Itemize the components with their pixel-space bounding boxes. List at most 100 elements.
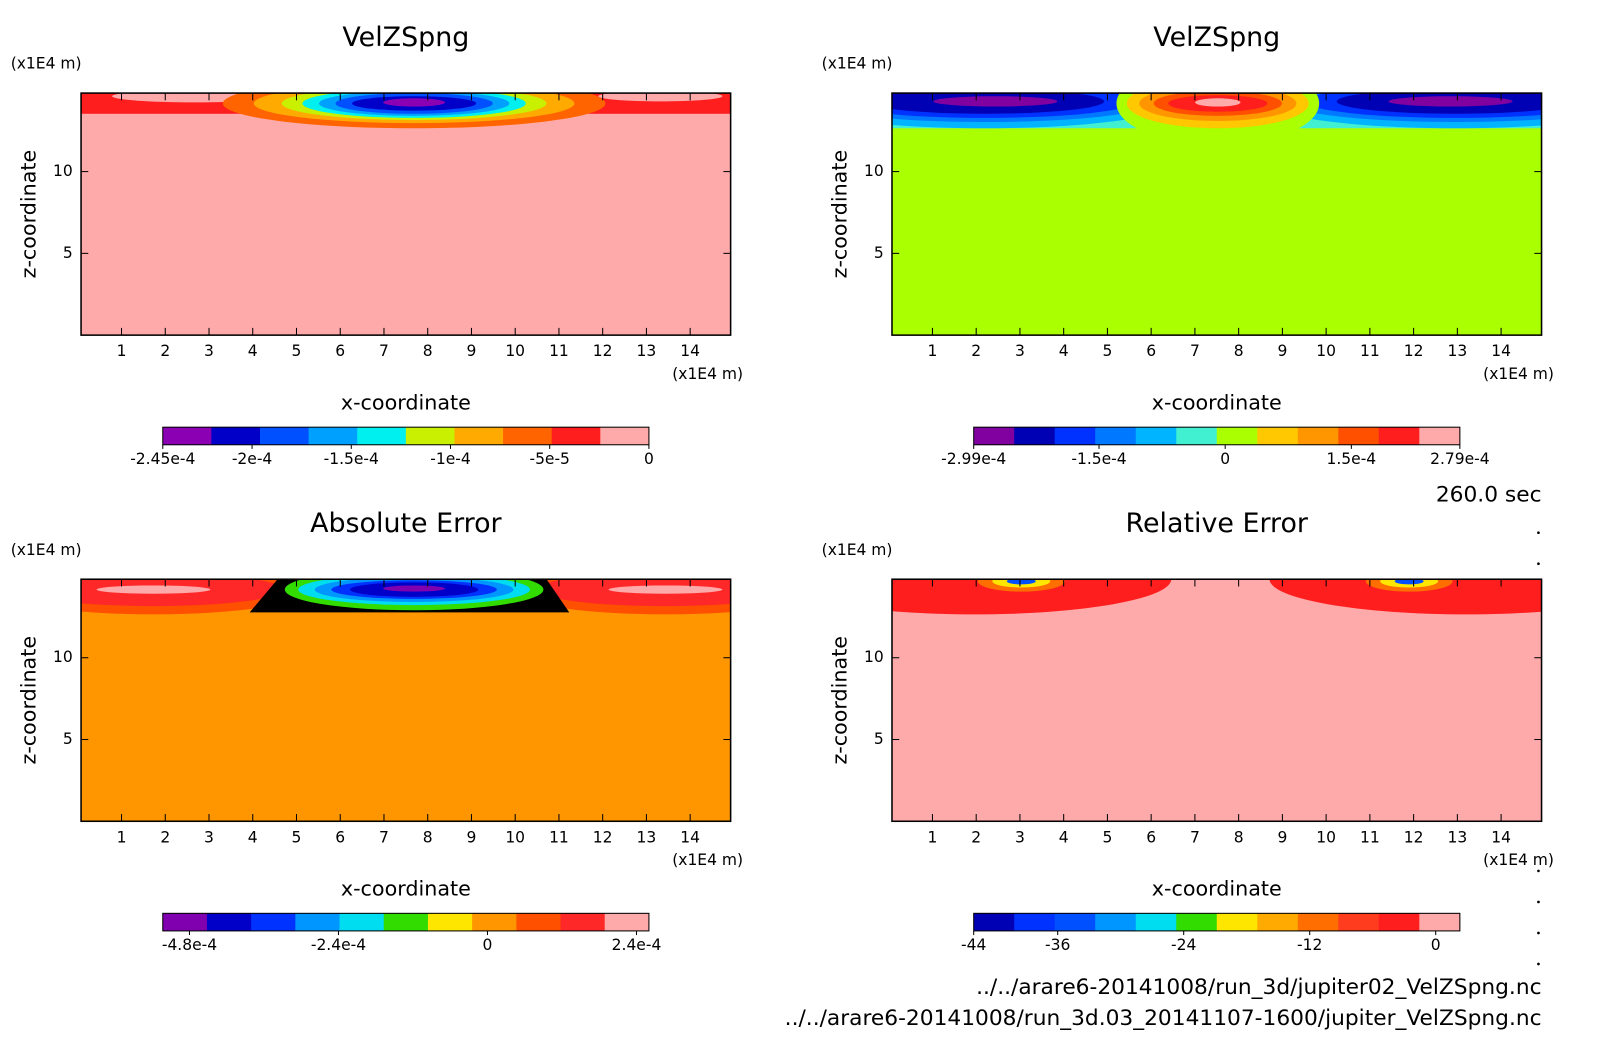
field-background bbox=[81, 579, 731, 822]
colorbar-frame bbox=[162, 912, 650, 932]
colorbar-swatch bbox=[1419, 427, 1461, 445]
colorbar-swatch bbox=[1014, 427, 1056, 445]
x-tick-label: 11 bbox=[1360, 828, 1380, 846]
y-tick-label: 5 bbox=[874, 730, 884, 748]
colorbar-swatch bbox=[1014, 913, 1056, 931]
x-tick-label: 10 bbox=[1316, 828, 1336, 846]
panel: VelZSpng (x1E4 m) z-coordinate (x1E4 m) x-co… bbox=[822, 22, 1554, 468]
x-tick-label: 8 bbox=[423, 342, 433, 360]
colorbar-swatch bbox=[1216, 913, 1258, 931]
panel-title: Relative Error bbox=[1126, 508, 1309, 539]
field-background bbox=[81, 93, 731, 336]
panel: Absolute Error (x1E4 m) z-coordinate (x1E4 … bbox=[11, 508, 743, 954]
x-tick-label: 7 bbox=[1190, 828, 1200, 846]
contour-field bbox=[891, 93, 1542, 336]
x-tick-label: 13 bbox=[637, 342, 657, 360]
colorbar-tick-label: -36 bbox=[1045, 936, 1070, 954]
x-tick-label: 9 bbox=[467, 342, 477, 360]
x-tick-label: 12 bbox=[593, 342, 613, 360]
x-tick-label: 3 bbox=[204, 828, 214, 846]
x-tick-label: 11 bbox=[1360, 342, 1380, 360]
colorbar-frame bbox=[973, 426, 1461, 446]
x-tick-label: 14 bbox=[680, 342, 700, 360]
colorbar-swatch bbox=[516, 913, 562, 931]
colorbar-swatch bbox=[1095, 427, 1137, 445]
x-tick-label: 10 bbox=[505, 342, 525, 360]
x-tick-label: 14 bbox=[680, 828, 700, 846]
x-tick-label: 11 bbox=[549, 828, 569, 846]
y-tick-label: 10 bbox=[53, 162, 73, 180]
colorbar-tick-label: 1.5e-4 bbox=[1327, 450, 1377, 468]
x-axis-label: x-coordinate bbox=[341, 877, 471, 901]
x-tick-label: 2 bbox=[160, 828, 170, 846]
colorbar-swatch bbox=[1135, 427, 1177, 445]
x-tick-label: 10 bbox=[1316, 342, 1336, 360]
colorbar-swatch bbox=[472, 913, 517, 931]
x-tick-label: 14 bbox=[1491, 828, 1511, 846]
plot-frame bbox=[891, 92, 1543, 336]
x-tick-label: 8 bbox=[1234, 342, 1244, 360]
x-tick-label: 5 bbox=[1102, 828, 1112, 846]
colorbar-swatch bbox=[1135, 913, 1177, 931]
colorbar-tick-label: 2.4e-4 bbox=[612, 936, 662, 954]
colorbar-tick-label: -1.5e-4 bbox=[1071, 450, 1126, 468]
x-tick-label: 6 bbox=[335, 828, 345, 846]
x-axis-label: x-coordinate bbox=[1152, 877, 1282, 901]
colorbar-tick-label: -1.5e-4 bbox=[324, 450, 379, 468]
x-unit: (x1E4 m) bbox=[672, 851, 743, 869]
x-tick-label: 13 bbox=[637, 828, 657, 846]
contour-field bbox=[891, 579, 1542, 822]
colorbar-frame bbox=[162, 426, 650, 446]
x-tick-label: 2 bbox=[971, 342, 981, 360]
contour-band bbox=[608, 585, 723, 594]
x-tick-label: 13 bbox=[1447, 828, 1467, 846]
colorbar-swatch bbox=[1378, 913, 1420, 931]
x-tick-label: 11 bbox=[549, 342, 569, 360]
colorbar-swatch bbox=[1338, 427, 1380, 445]
file-path: ../../arare6-20141008/run_3d/jupiter02_V… bbox=[976, 975, 1541, 1000]
colorbar-swatch bbox=[383, 913, 429, 931]
colorbar-swatch bbox=[1419, 913, 1461, 931]
x-tick-label: 1 bbox=[117, 342, 127, 360]
panel-title: VelZSpng bbox=[1153, 22, 1280, 53]
colorbar-tick-label: -24 bbox=[1171, 936, 1196, 954]
x-tick-label: 4 bbox=[248, 828, 258, 846]
x-tick-label: 2 bbox=[971, 828, 981, 846]
x-tick-label: 8 bbox=[423, 828, 433, 846]
colorbar-swatch bbox=[1297, 427, 1339, 445]
time-label: 260.0 sec bbox=[1436, 482, 1542, 507]
colorbar-swatch bbox=[295, 913, 341, 931]
colorbar-tick-label: -2.45e-4 bbox=[130, 450, 195, 468]
x-tick-label: 9 bbox=[467, 828, 477, 846]
x-tick-label: 2 bbox=[160, 342, 170, 360]
contour-band bbox=[1006, 579, 1036, 585]
colorbar-swatch bbox=[206, 913, 252, 931]
colorbar-swatch bbox=[604, 913, 650, 931]
plot-frame bbox=[80, 92, 732, 336]
contour-band bbox=[598, 93, 723, 102]
x-tick-label: 12 bbox=[1404, 342, 1424, 360]
colorbar-swatch bbox=[1176, 427, 1218, 445]
plot-frame bbox=[891, 578, 1543, 823]
x-tick-label: 6 bbox=[1146, 342, 1156, 360]
x-tick-label: 4 bbox=[248, 342, 258, 360]
colorbar-tick-label: 0 bbox=[1431, 936, 1441, 954]
colorbar-swatch bbox=[1176, 913, 1218, 931]
contour-field bbox=[81, 93, 731, 336]
y-unit: (x1E4 m) bbox=[11, 541, 82, 559]
y-unit: (x1E4 m) bbox=[822, 55, 893, 73]
contour-band bbox=[383, 585, 446, 592]
x-tick-label: 9 bbox=[1277, 342, 1287, 360]
x-tick-label: 13 bbox=[1447, 342, 1467, 360]
colorbar-swatch bbox=[1054, 427, 1096, 445]
contour-band bbox=[1388, 96, 1513, 107]
contour-band bbox=[891, 579, 1172, 615]
x-tick-label: 9 bbox=[1277, 828, 1287, 846]
colorbar-tick-label: -4.8e-4 bbox=[162, 936, 217, 954]
x-tick-label: 3 bbox=[204, 342, 214, 360]
y-tick-label: 10 bbox=[53, 648, 73, 666]
colorbar-tick-label: -5e-5 bbox=[529, 450, 569, 468]
colorbar-swatch bbox=[973, 427, 1015, 445]
colorbar-swatch bbox=[251, 913, 296, 931]
